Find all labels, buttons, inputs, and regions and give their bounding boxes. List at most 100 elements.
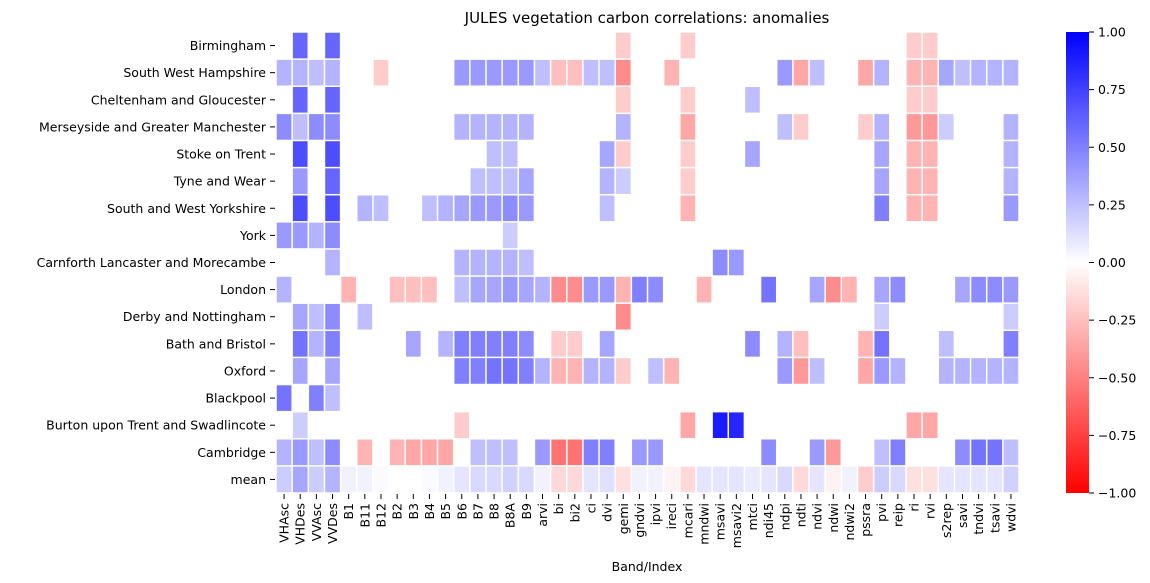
heatmap-cell: [325, 358, 340, 384]
heatmap-cell: [276, 439, 292, 466]
heatmap-cell: [422, 439, 437, 466]
heatmap-cell: [583, 59, 599, 86]
heatmap-cell: [438, 331, 453, 357]
heatmap-cell: [938, 114, 954, 140]
heatmap-cell: [1003, 276, 1019, 303]
heatmap-cell: [535, 439, 550, 466]
x-tick-label: msavi2: [729, 503, 744, 548]
heatmap-cell: [325, 331, 340, 357]
heatmap-cell: [422, 276, 437, 303]
heatmap-cell: [793, 331, 809, 357]
x-tick-label: mcari: [680, 503, 695, 538]
heatmap-cell: [906, 114, 922, 140]
heatmap-cell: [938, 59, 954, 86]
heatmap-cell: [599, 439, 615, 466]
x-tick-label: reip: [890, 503, 905, 527]
heatmap-cell: [325, 439, 340, 466]
heatmap-cell: [858, 358, 873, 384]
heatmap-cell: [583, 466, 599, 493]
heatmap-cell: [664, 466, 680, 493]
heatmap-cell: [1003, 358, 1019, 384]
heatmap-cell: [454, 276, 470, 303]
heatmap-cell: [858, 466, 873, 493]
y-tick-label: Stoke on Trent: [176, 147, 266, 162]
x-tick-label: ndpi: [777, 503, 792, 530]
heatmap-cell: [987, 439, 1003, 466]
heatmap-cell: [1003, 168, 1019, 194]
heatmap-cell: [519, 466, 534, 493]
x-tick-label: ndwi2: [842, 503, 857, 541]
heatmap-cell: [389, 439, 405, 466]
y-tick-label: mean: [231, 472, 266, 487]
heatmap-cell: [599, 168, 615, 194]
heatmap-cell: [793, 114, 809, 140]
heatmap-cell: [470, 466, 486, 493]
heatmap-cell: [551, 466, 566, 493]
x-tick-label: ci: [583, 503, 598, 513]
x-tick-labels: VHAsc VHDes VVAsc VVDes B1 B11 B12 B2 B3 B4 B5 B6 B7…: [277, 494, 1018, 548]
heatmap-cell: [922, 466, 938, 493]
heatmap-cell: [583, 439, 599, 466]
heatmap-cell: [357, 195, 373, 222]
x-tick-label: VHAsc: [277, 503, 292, 543]
heatmap-cell: [955, 59, 970, 86]
heatmap-cell: [276, 385, 292, 411]
heatmap-cell: [842, 276, 857, 303]
heatmap-cell: [357, 466, 373, 493]
heatmap-cell: [648, 276, 663, 303]
heatmap-cell: [615, 59, 631, 86]
heatmap-cell: [615, 466, 631, 493]
heatmap-cell: [615, 86, 631, 113]
heatmap-cell: [793, 358, 809, 384]
x-tick-label: ndwi: [826, 503, 841, 533]
heatmap-cell: [648, 466, 663, 493]
x-tick-label: arvi: [535, 503, 550, 527]
x-tick-label: pssra: [858, 503, 873, 537]
y-tick-label: South West Hampshire: [123, 65, 266, 80]
heatmap-cell: [890, 439, 906, 466]
heatmap-cell: [309, 114, 324, 140]
heatmap-cells: [276, 32, 1019, 493]
heatmap-cell: [971, 358, 986, 384]
heatmap-cell: [874, 439, 890, 466]
heatmap-cell: [680, 86, 696, 113]
heatmap-cell: [422, 466, 437, 493]
x-tick-label: B1: [341, 503, 356, 520]
heatmap-cell: [761, 439, 776, 466]
colorbar-ticks: 1.00 0.75 0.50 0.25 0.00 −0.25 −0.50 −0.75 −1.00: [1089, 25, 1136, 501]
heatmap-cell: [535, 358, 550, 384]
heatmap-cell: [680, 168, 696, 194]
x-tick-label: mndwi: [697, 503, 712, 545]
colorbar-tick-label: −1.00: [1098, 486, 1136, 501]
heatmap-cell: [292, 439, 308, 466]
heatmap-cell: [454, 195, 470, 222]
heatmap-cell: [309, 439, 324, 466]
heatmap-cell: [325, 222, 340, 249]
y-tick-label: Burton upon Trent and Swadlincote: [46, 418, 266, 433]
heatmap-cell: [325, 303, 340, 330]
heatmap-cell: [955, 466, 970, 493]
heatmap-cell: [777, 59, 793, 86]
heatmap-cell: [1003, 59, 1019, 86]
heatmap-cell: [890, 466, 906, 493]
heatmap-cell: [325, 466, 340, 493]
y-tick-label: Cheltenham and Gloucester: [91, 92, 267, 107]
heatmap-cell: [761, 466, 776, 493]
heatmap-cell: [842, 466, 857, 493]
heatmap-cell: [971, 276, 986, 303]
heatmap-cell: [874, 358, 890, 384]
y-tick-label: South and West Yorkshire: [107, 201, 266, 216]
heatmap-cell: [276, 276, 292, 303]
heatmap-cell: [599, 59, 615, 86]
y-tick-label: Oxford: [224, 363, 266, 378]
heatmap-cell: [551, 439, 566, 466]
heatmap-cell: [922, 59, 938, 86]
heatmap-cell: [519, 195, 534, 222]
heatmap-cell: [615, 303, 631, 330]
y-tick-label: Tyne and Wear: [173, 174, 267, 189]
heatmap-cell: [680, 141, 696, 167]
colorbar-tick-label: −0.75: [1098, 428, 1136, 443]
heatmap-cell: [922, 32, 938, 59]
heatmap-cell: [486, 466, 502, 493]
y-tick-label: Bath and Bristol: [166, 336, 266, 351]
